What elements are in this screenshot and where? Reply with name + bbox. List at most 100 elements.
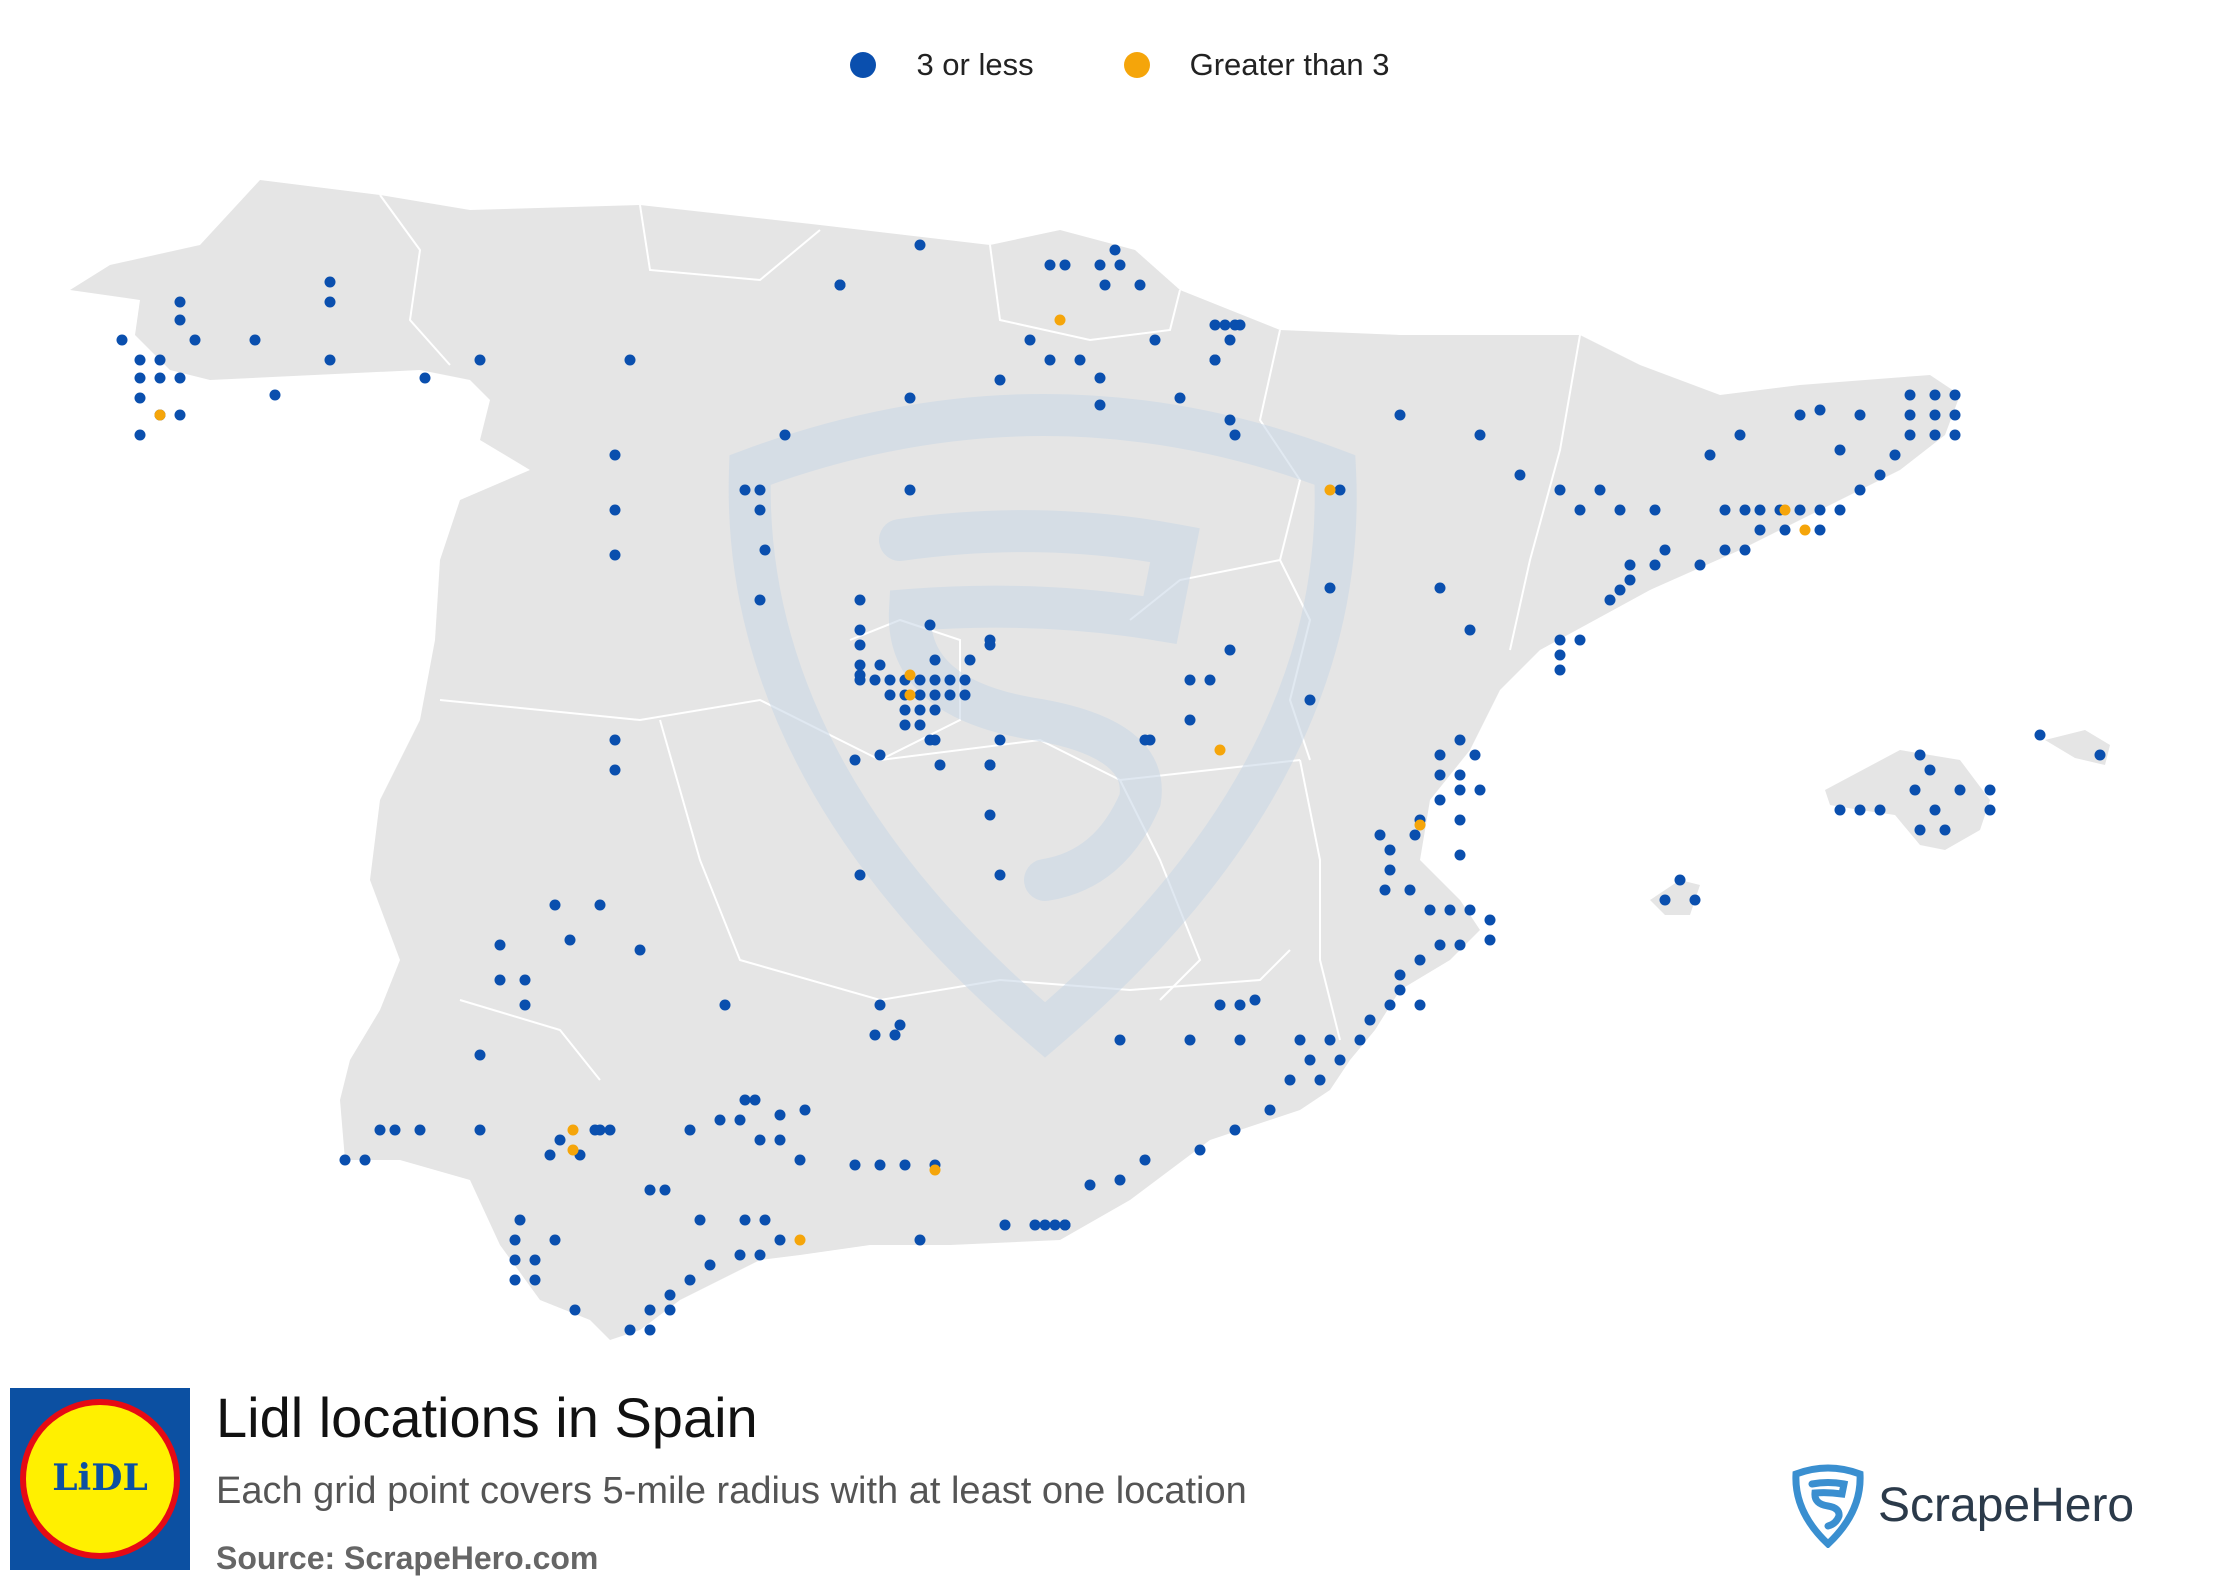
location-point-low [1554,484,1566,496]
location-point-low [1914,824,1926,836]
location-point-low [759,544,771,556]
location-point-low [1094,399,1106,411]
location-point-low [494,939,506,951]
location-point-low [339,1154,351,1166]
location-point-low [1474,784,1486,796]
location-point-low [704,1259,716,1271]
location-point-low [1394,984,1406,996]
location-point-low [774,1134,786,1146]
location-point-low [189,334,201,346]
lidl-logo-text: LiDL [52,1457,148,1499]
location-point-low [1194,1144,1206,1156]
location-point-low [1909,784,1921,796]
location-point-low [1719,504,1731,516]
location-point-low [569,1304,581,1316]
location-point-low [1874,804,1886,816]
location-point-low [1114,1174,1126,1186]
location-point-low [994,374,1006,386]
location-point-low [739,1214,751,1226]
legend-dot-low-icon [850,52,877,78]
location-point-low [1484,934,1496,946]
location-point-low [874,999,886,1011]
location-point-low [1059,259,1071,271]
location-point-low [684,1274,696,1286]
location-point-low [854,659,866,671]
location-point-low [1379,884,1391,896]
location-point-low [1324,1034,1336,1046]
location-point-low [894,1019,906,1031]
location-point-low [1949,429,1961,441]
location-point-low [774,1109,786,1121]
location-point-low [1904,409,1916,421]
location-point-low [929,674,941,686]
location-point-low [799,1104,811,1116]
location-point-low [1204,674,1216,686]
location-point-low [694,1214,706,1226]
location-point-low [834,279,846,291]
location-point-low [1984,804,1996,816]
location-point-low [609,549,621,561]
location-point-low [1384,864,1396,876]
location-point-low [174,409,186,421]
location-point-low [1854,484,1866,496]
location-point-low [174,372,186,384]
location-point-low [134,372,146,384]
location-point-low [644,1324,656,1336]
location-point-low [924,734,936,746]
location-point-low [609,449,621,461]
location-point-low [1114,259,1126,271]
location-point-low [474,1049,486,1061]
location-point-low [874,1159,886,1171]
location-point-low [269,389,281,401]
location-point-low [1949,389,1961,401]
location-point-low [1834,444,1846,456]
location-point-low [1109,244,1121,256]
location-point-low [1939,824,1951,836]
location-point-low [914,704,926,716]
location-point-low [519,974,531,986]
location-point-high [1214,744,1226,756]
menorca-island-shape [2045,730,2110,765]
location-point-low [564,934,576,946]
location-point-low [116,334,128,346]
location-point-low [659,1184,671,1196]
legend-label-low: 3 or less [916,47,1034,82]
location-point-low [1474,429,1486,441]
location-point-low [754,484,766,496]
location-point-low [1464,904,1476,916]
location-point-low [664,1289,676,1301]
location-point-low [174,296,186,308]
location-point-low [644,1304,656,1316]
location-point-low [509,1274,521,1286]
location-point-low [964,654,976,666]
location-point-low [1814,524,1826,536]
location-point-low [1594,484,1606,496]
location-point-low [1324,582,1336,594]
location-point-low [1914,749,1926,761]
location-point-low [1624,559,1636,571]
location-point-low [1574,634,1586,646]
location-point-low [1394,409,1406,421]
location-point-low [1889,449,1901,461]
land-masses [70,180,2110,1340]
location-point-low [1134,279,1146,291]
mallorca-island-shape [1825,750,1990,850]
location-point-low [474,354,486,366]
location-point-low [854,594,866,606]
location-point-low [854,639,866,651]
location-point-low [1984,784,1996,796]
location-point-low [1949,409,1961,421]
location-point-low [1874,469,1886,481]
location-point-low [474,1124,486,1136]
location-point-low [1334,484,1346,496]
location-point-low [389,1124,401,1136]
location-point-low [594,899,606,911]
location-point-low [514,1214,526,1226]
location-point-low [994,869,1006,881]
location-point-low [604,1124,616,1136]
location-point-low [1754,504,1766,516]
location-point-low [644,1184,656,1196]
location-point-low [1694,559,1706,571]
location-point-low [1484,914,1496,926]
location-point-low [1929,409,1941,421]
